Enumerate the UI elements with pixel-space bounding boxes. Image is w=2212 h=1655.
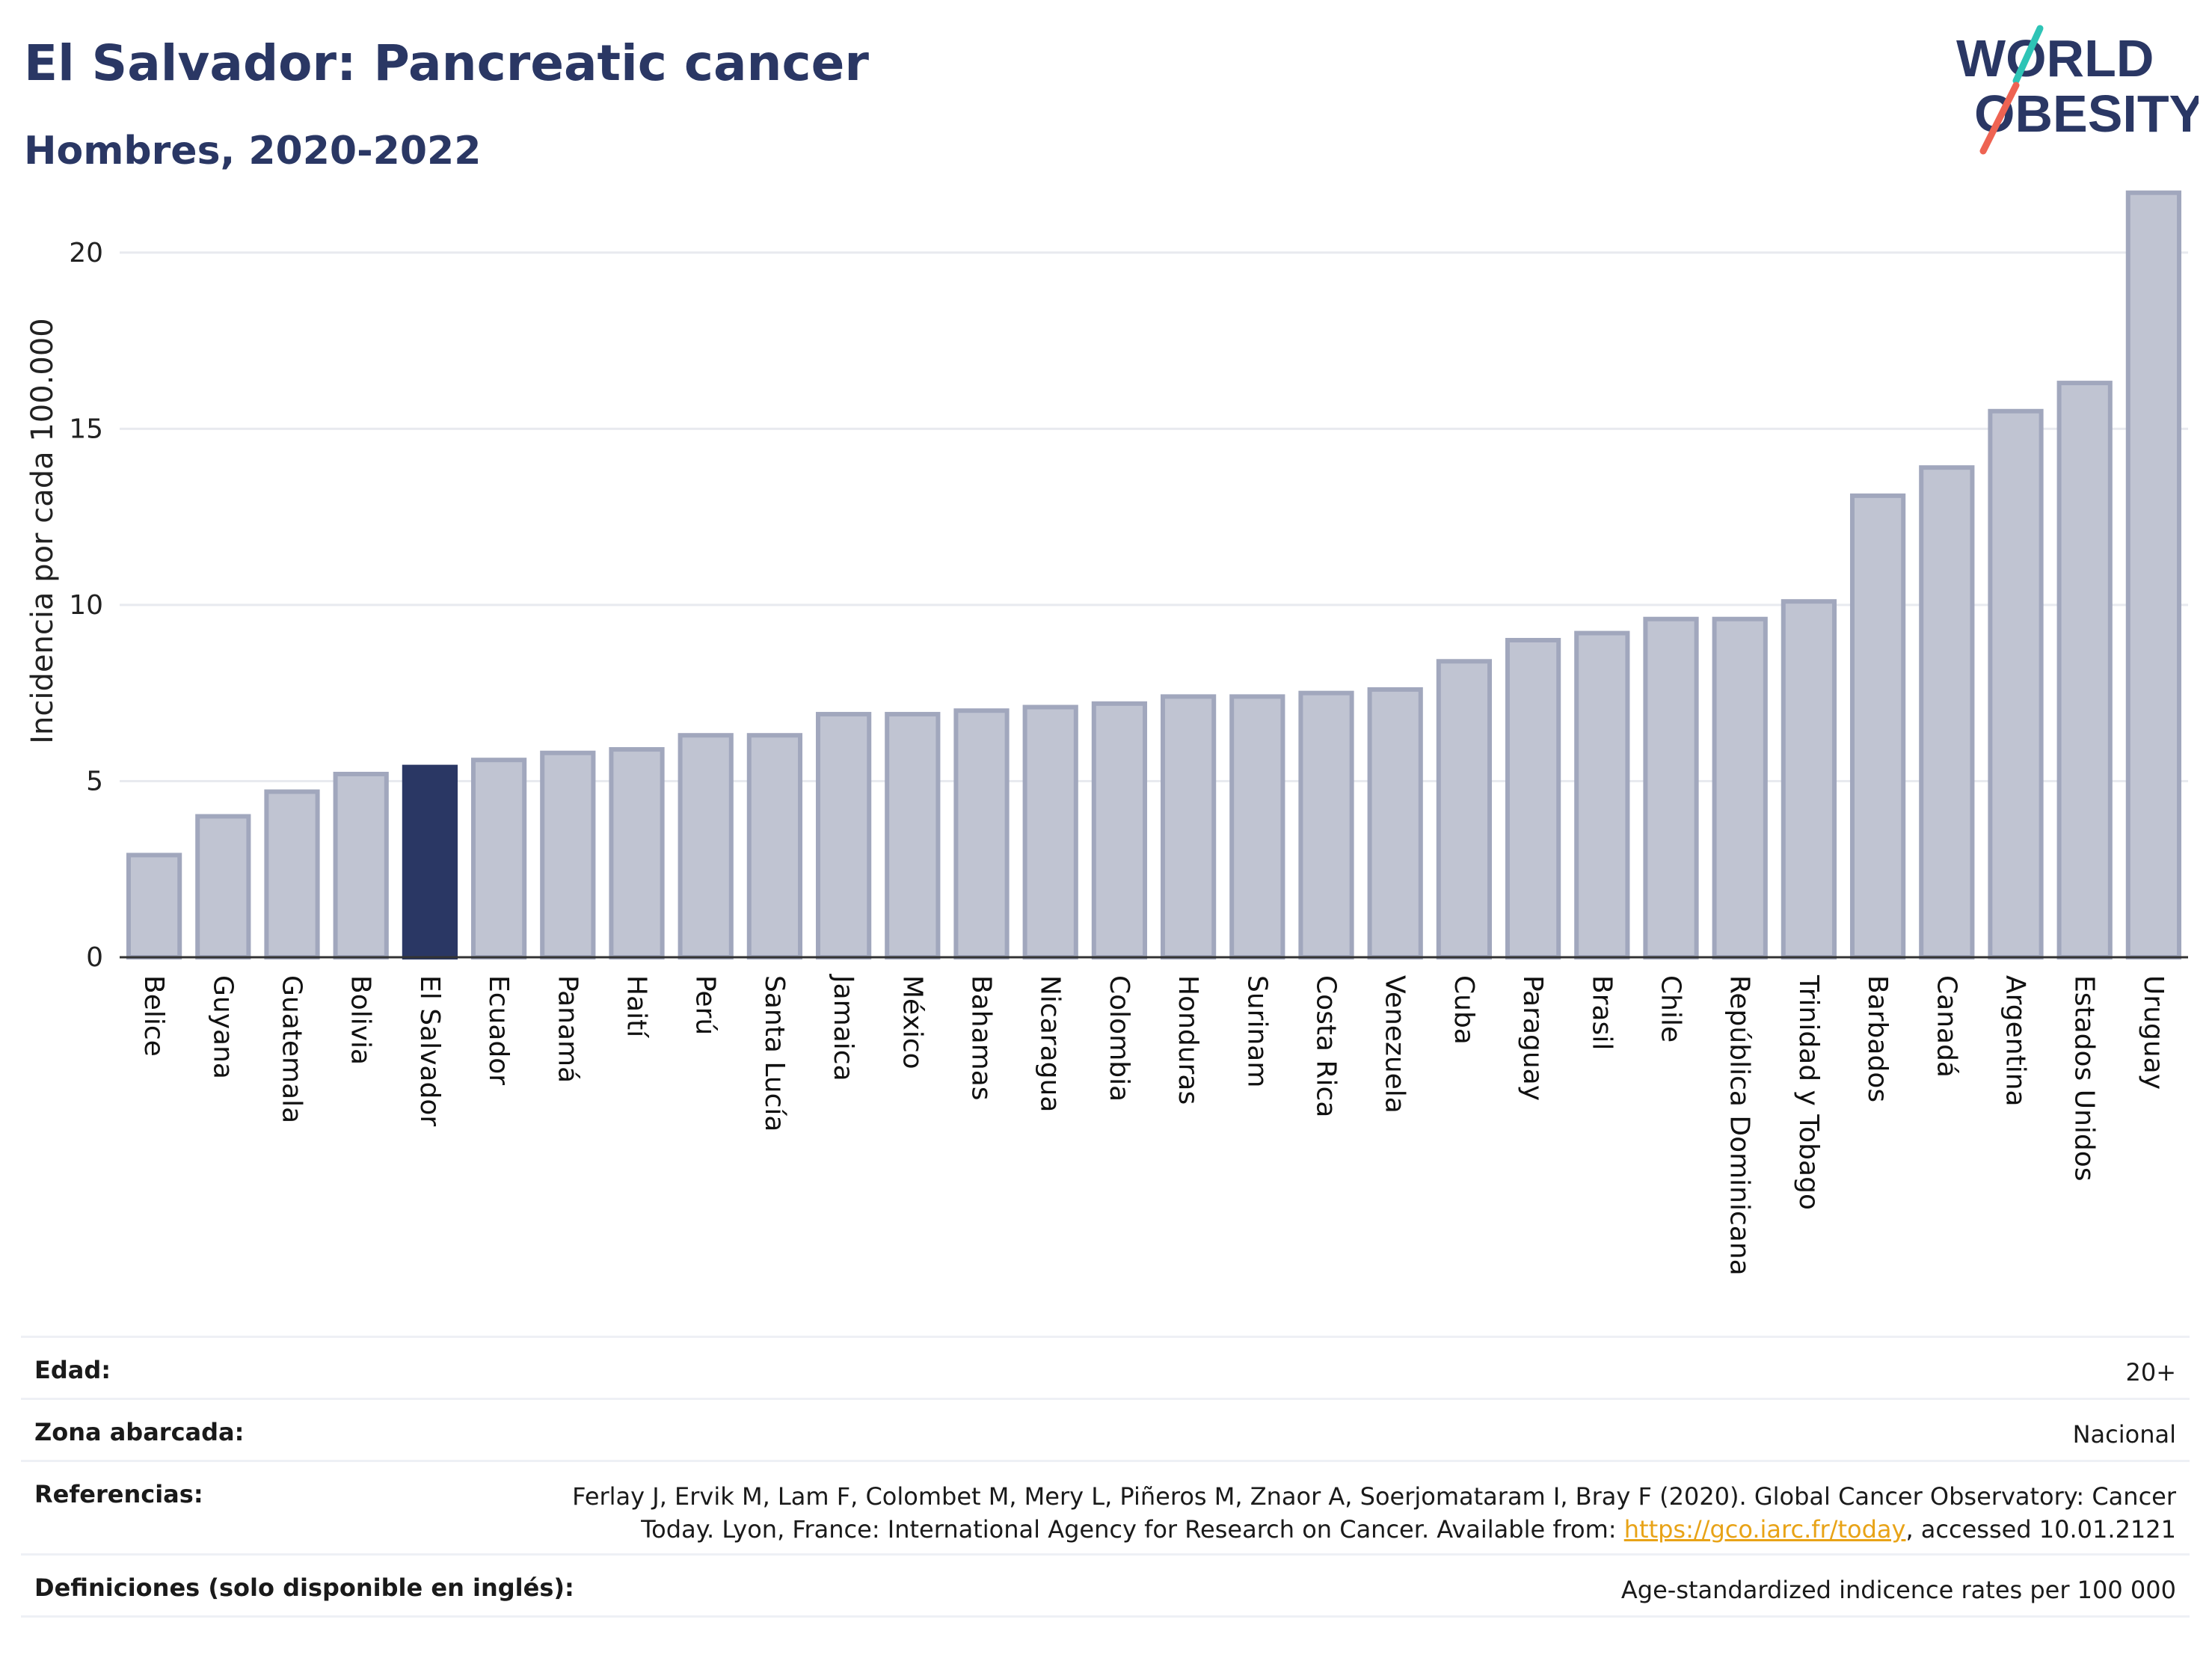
x-tick-label: Perú [690, 975, 721, 1035]
chart-subtitle: Hombres, 2020-2022 [24, 129, 482, 174]
info-value-definitions: Age-standardized indicence rates per 100… [1620, 1576, 2176, 1604]
info-row-age: Edad: 20+ [21, 1336, 2190, 1398]
x-tick-label: Paraguay [1517, 975, 1548, 1101]
bar-argentina [1988, 408, 2044, 959]
gridlines [120, 251, 2188, 782]
x-tick-label: Barbados [1862, 975, 1893, 1102]
bar-chile [1643, 616, 1699, 959]
x-tick-label: Panamá [552, 975, 583, 1083]
bar-nicaragua [1022, 704, 1078, 959]
info-value-age: 20+ [2125, 1358, 2176, 1387]
bar-barbados [1849, 493, 1906, 959]
logo-slash-teal [2012, 25, 2044, 85]
y-tick-label: 15 [69, 414, 103, 444]
y-tick-label: 20 [69, 238, 103, 268]
bar-bahamas [953, 708, 1010, 959]
bars [126, 190, 2182, 960]
bar-perú [678, 733, 734, 959]
x-tick-label: Jamaica [828, 974, 858, 1081]
y-tick-label: 5 [86, 766, 103, 796]
bar-trinidad-y-tobago [1781, 599, 1837, 960]
y-tick-label: 10 [69, 590, 103, 621]
x-tick-label: Chile [1656, 975, 1686, 1043]
bar-canadá [1919, 465, 1975, 959]
x-tick-label: Costa Rica [1311, 975, 1342, 1117]
x-tick-label: Canadá [1931, 975, 1961, 1078]
info-value-area: Nacional [2072, 1420, 2176, 1449]
info-value-references: Ferlay J, Ervik M, Lam F, Colombet M, Me… [572, 1462, 2190, 1546]
bar-belice [126, 853, 182, 960]
bar-uruguay [2125, 190, 2182, 959]
bar-chart: 0 5 10 15 20 Belice Guyana Guatemala Bolivia El … [25, 190, 2188, 1276]
reference-link[interactable]: https://gco.iarc.fr/today [1623, 1515, 1906, 1544]
bar-el-salvador [402, 764, 458, 959]
bar-bolivia [333, 772, 389, 959]
x-axis-categories: Belice Guyana Guatemala Bolivia El Salvador E… [138, 974, 2169, 1276]
world-obesity-logo: WORLD OBESITY [1956, 25, 2199, 155]
info-key-references: Referencias: [34, 1480, 203, 1508]
chart-title: El Salvador: Pancreatic cancer [24, 34, 869, 92]
reference-line-2-pre: Today. Lyon, France: International Agenc… [641, 1515, 1624, 1544]
x-tick-label: Guatemala [277, 975, 307, 1123]
x-tick-label: Trinidad y Tobago [1793, 974, 1824, 1210]
logo-text-world: WORLD [1956, 29, 2154, 87]
bar-méxico [885, 711, 941, 960]
bar-guyana [195, 814, 251, 959]
info-key-definitions: Definiciones (solo disponible en inglés)… [34, 1573, 574, 1602]
x-tick-label: Colombia [1104, 975, 1134, 1102]
x-tick-label: Estados Unidos [2069, 975, 2100, 1182]
x-tick-label: Santa Lucía [759, 975, 790, 1132]
bar-estados-unidos [2056, 381, 2113, 959]
x-tick-label: Venezuela [1380, 975, 1410, 1114]
bar-paraguay [1505, 638, 1561, 959]
info-row-area: Zona abarcada: Nacional [21, 1398, 2190, 1460]
x-tick-label: Honduras [1173, 975, 1203, 1105]
bar-haití [609, 747, 665, 959]
bar-república-dominicana [1712, 616, 1768, 959]
reference-line-2-post: , accessed 10.01.2121 [1905, 1515, 2176, 1544]
x-tick-label: México [897, 975, 927, 1069]
y-tick-label: 0 [86, 942, 103, 973]
bar-venezuela [1367, 687, 1423, 959]
info-key-area: Zona abarcada: [34, 1418, 245, 1446]
info-table: Edad: 20+ Zona abarcada: Nacional Refere… [21, 1336, 2190, 1618]
x-tick-label: Guyana [207, 975, 238, 1079]
x-tick-label: Uruguay [2138, 975, 2169, 1090]
bar-cuba [1436, 659, 1493, 959]
x-tick-label: Haití [621, 975, 652, 1038]
info-key-age: Edad: [34, 1356, 111, 1384]
x-tick-label: Bolivia [345, 975, 376, 1065]
x-tick-label: Argentina [2000, 975, 2031, 1107]
y-axis-label: Incidencia por cada 100.000 [25, 318, 60, 744]
x-tick-label: Brasil [1586, 975, 1617, 1050]
x-tick-label: Ecuador [483, 975, 514, 1085]
x-tick-label: Cuba [1448, 975, 1479, 1045]
info-row-definitions: Definiciones (solo disponible en inglés)… [21, 1553, 2190, 1618]
bar-colombia [1091, 701, 1148, 959]
reference-line-1: Ferlay J, Ervik M, Lam F, Colombet M, Me… [572, 1482, 2176, 1511]
bar-panamá [540, 750, 596, 959]
x-tick-label: República Dominicana [1724, 975, 1755, 1276]
bar-guatemala [264, 789, 320, 959]
x-tick-label: Belice [138, 975, 169, 1057]
bar-santa-lucía [746, 733, 803, 959]
bar-jamaica [815, 711, 872, 960]
x-tick-label: Surinam [1241, 975, 1272, 1087]
bar-costa-rica [1298, 690, 1354, 960]
bar-brasil [1574, 630, 1630, 959]
y-axis-ticks: 0 5 10 15 20 [69, 238, 103, 973]
bar-ecuador [470, 758, 527, 960]
info-row-references: Referencias: Ferlay J, Ervik M, Lam F, C… [21, 1460, 2190, 1553]
bar-surinam [1229, 694, 1285, 960]
bar-honduras [1160, 694, 1217, 960]
x-tick-label: Nicaragua [1035, 975, 1066, 1112]
logo-slash-coral [1979, 82, 2020, 155]
x-tick-label: Bahamas [966, 975, 997, 1101]
x-tick-label: El Salvador [414, 975, 445, 1126]
